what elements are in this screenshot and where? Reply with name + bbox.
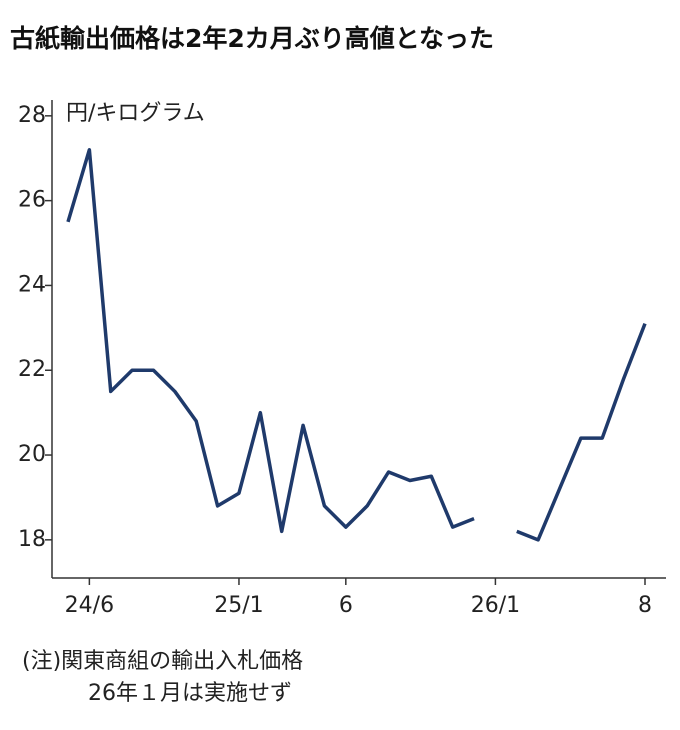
chart-title: 古紙輸出価格は2年2カ月ぶり高値となった [10, 24, 494, 53]
line [66, 148, 647, 542]
note: 26年１月は実施せず [88, 681, 292, 706]
y-tick-label: 18 [18, 527, 46, 552]
y-axis-label: 円/キログラム [66, 101, 205, 126]
note: (注)関東商組の輸出入札価格 [22, 649, 303, 674]
y-tick-label: 24 [18, 272, 46, 297]
y-tick-label: 20 [18, 442, 46, 467]
x-tick-label: 6 [339, 593, 353, 618]
y-tick-label: 22 [18, 357, 46, 382]
x-tick-label: 26/1 [471, 593, 520, 618]
y-tick-label: 28 [18, 103, 46, 128]
y-tick-label: 26 [18, 188, 46, 213]
x-tick-label: 25/1 [214, 593, 263, 618]
x-tick-label: 8 [638, 593, 652, 618]
x-tick-label: 24/6 [65, 593, 114, 618]
